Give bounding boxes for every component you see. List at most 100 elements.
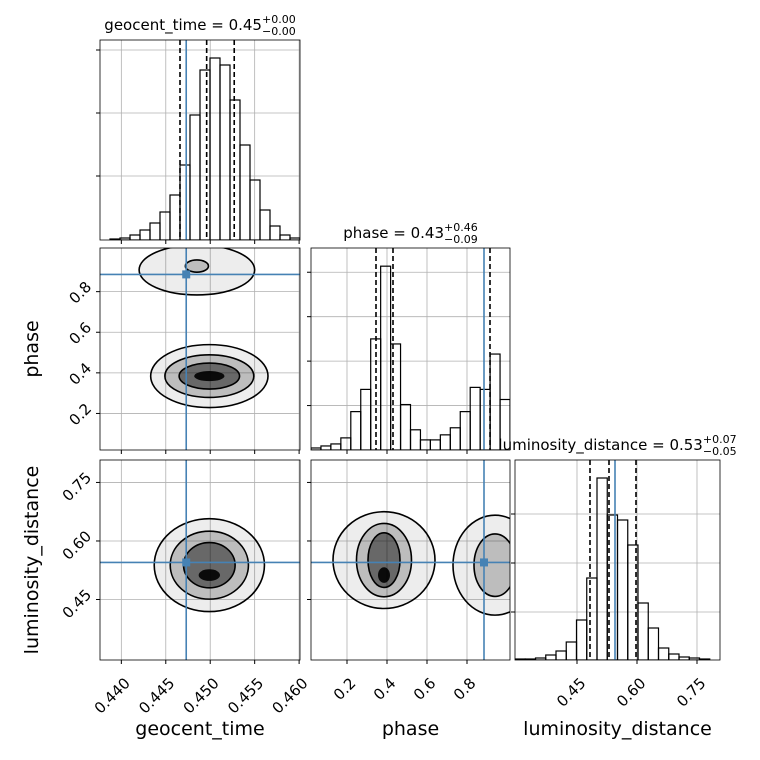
y-tick-label: 0.45 (59, 586, 95, 622)
panel: phase = 0.43+0.46 −0.09 (307, 221, 511, 454)
y-tick-label: 0.75 (59, 469, 95, 505)
histogram-bin (545, 654, 557, 660)
panel-frame (310, 459, 511, 661)
x-axis-label: geocent_time (135, 718, 264, 740)
histogram-bin (340, 437, 352, 450)
histogram-bin (219, 64, 231, 240)
histogram-bin (360, 388, 372, 450)
panel: 0.440 0.445 0.450 0.455 0.460 0.45 0.60 0.75 geo… (21, 459, 312, 740)
histogram-bin (419, 439, 432, 450)
title-upper: +0.46 (444, 221, 478, 234)
contour (184, 259, 210, 273)
x-tick-label: 0.75 (673, 674, 709, 710)
plot-area (100, 460, 300, 660)
histogram-bin (429, 439, 441, 450)
histogram-bin (627, 544, 639, 660)
panel-frame (99, 247, 301, 451)
title-main: luminosity_distance = 0.53 (498, 436, 702, 455)
histogram-bin (469, 386, 481, 450)
histogram-bin (575, 619, 588, 660)
histogram-bin (678, 656, 690, 660)
histogram-bin (139, 229, 151, 240)
histogram-bin (350, 411, 362, 450)
panel: 0.2 0.4 0.6 0.8 phase (307, 459, 511, 740)
title-lower: −0.00 (262, 25, 296, 38)
x-tick-label: 0.455 (224, 674, 267, 717)
panel-frame (99, 39, 301, 241)
x-tick-label: 0.460 (269, 674, 312, 717)
y-tick-label: 0.4 (65, 359, 95, 389)
truth-marker (182, 270, 191, 279)
y-axis-label: luminosity_distance (21, 466, 43, 655)
contour (182, 541, 236, 589)
panel-title: geocent_time = 0.45+0.00 −0.00 (104, 13, 295, 38)
x-tick-label: 0.450 (180, 674, 223, 717)
histogram-bin (129, 234, 141, 240)
x-tick-label: 0.45 (553, 674, 589, 710)
title-lower: −0.09 (444, 233, 478, 246)
histogram-bin (169, 194, 181, 240)
histogram-bin (459, 411, 471, 450)
contour (473, 533, 510, 598)
x-tick-label: 0.8 (450, 674, 480, 704)
histogram-bin (668, 653, 680, 660)
histogram-bin (449, 427, 461, 450)
contour (332, 510, 436, 610)
contour (198, 569, 220, 581)
histogram-bin (565, 641, 578, 660)
histogram-bin (409, 429, 422, 450)
title-lower: −0.05 (703, 445, 737, 458)
histogram-bin (380, 265, 392, 450)
histogram-bin (269, 225, 281, 240)
histogram-bin (596, 477, 608, 660)
histogram-bin (439, 434, 451, 450)
title-upper: +0.07 (703, 433, 737, 446)
x-tick-label: 0.4 (370, 674, 400, 704)
x-axis-label: luminosity_distance (523, 718, 712, 740)
x-tick-label: 0.60 (613, 674, 649, 710)
y-tick-label: 0.2 (65, 400, 95, 430)
histogram-bin (616, 519, 629, 660)
histogram-bin (586, 577, 598, 660)
plot-area (109, 40, 300, 240)
histogram-bin (698, 658, 711, 660)
histogram-bin (199, 69, 211, 240)
histogram-bin (239, 144, 251, 240)
truth-marker (182, 558, 191, 567)
title-upper: +0.00 (262, 13, 296, 26)
panel-frame (310, 247, 511, 451)
histogram-bin (479, 388, 491, 450)
histogram-bin (320, 445, 332, 450)
x-tick-label: 0.445 (135, 674, 178, 717)
x-tick-label: 0.2 (330, 674, 360, 704)
histogram-bin (647, 627, 660, 660)
histogram-bin (637, 602, 649, 660)
plot-area (515, 460, 711, 660)
histogram-bin (279, 234, 291, 240)
y-tick-label: 0.8 (65, 278, 95, 308)
panel-title: luminosity_distance = 0.53+0.07 −0.05 (498, 433, 736, 458)
plot-area (311, 460, 510, 660)
histogram-bin (657, 647, 670, 660)
contour (367, 531, 401, 589)
panel-frame (514, 459, 721, 661)
title-main: phase = 0.43 (343, 224, 444, 242)
panel-title: phase = 0.43+0.46 −0.09 (343, 221, 478, 246)
contour (169, 530, 250, 600)
panel-frame (99, 459, 301, 661)
contour (194, 371, 225, 382)
histogram-bin (399, 403, 412, 450)
x-tick-label: 0.440 (91, 674, 134, 717)
histogram-bin (555, 650, 567, 660)
x-axis-label: phase (382, 718, 439, 740)
y-axis-label: phase (21, 320, 43, 377)
histogram-bin (390, 343, 402, 450)
plot-area (311, 248, 510, 450)
histogram-bin (330, 443, 342, 450)
y-tick-label: 0.6 (65, 318, 95, 348)
histogram-bin (159, 211, 171, 240)
plot-area (100, 248, 300, 450)
histogram-bin (209, 57, 221, 240)
y-tick-label: 0.60 (59, 527, 95, 563)
